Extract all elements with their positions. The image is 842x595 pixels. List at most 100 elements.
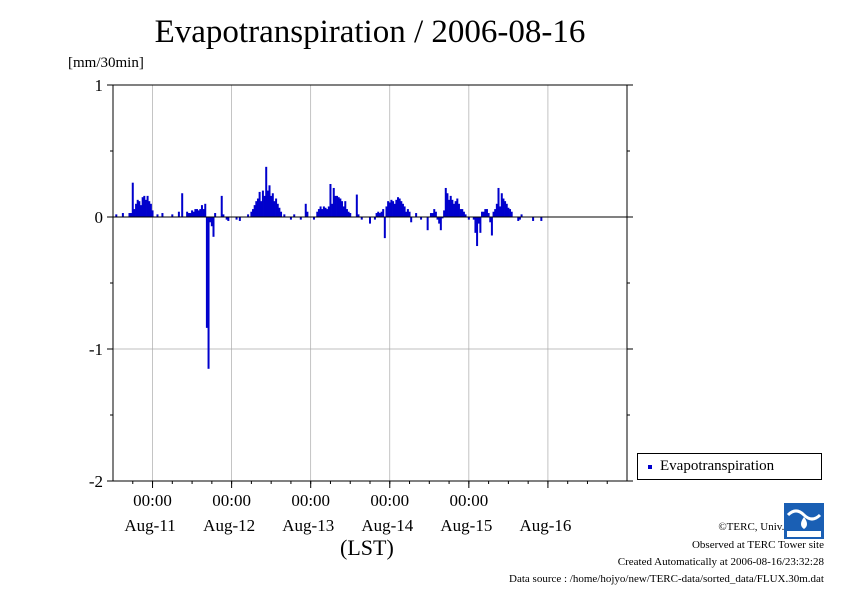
- bar: [270, 195, 273, 217]
- bar: [532, 217, 535, 221]
- bar: [342, 206, 345, 217]
- bar: [408, 211, 411, 217]
- bar-series: [115, 166, 543, 369]
- bar: [383, 217, 386, 239]
- bar: [492, 211, 495, 217]
- bar: [199, 209, 202, 217]
- bar: [339, 198, 342, 217]
- bar: [433, 209, 436, 217]
- bar: [344, 201, 347, 217]
- bar: [490, 217, 493, 236]
- bar: [347, 211, 350, 217]
- bar: [227, 217, 230, 221]
- bar: [415, 213, 418, 217]
- bar: [474, 217, 477, 233]
- bar: [459, 209, 462, 217]
- bar: [517, 217, 520, 221]
- chart-title: Evapotranspiration / 2006-08-16: [154, 14, 586, 50]
- bar: [135, 203, 138, 217]
- x-time-tick-label: 00:00: [212, 491, 251, 510]
- bar: [441, 217, 444, 219]
- y-tick-label: -2: [89, 472, 103, 491]
- bar: [250, 211, 253, 217]
- bar: [494, 209, 497, 217]
- bar: [148, 201, 151, 217]
- bar: [255, 201, 258, 217]
- bar: [196, 209, 199, 217]
- legend: Evapotranspiration: [637, 453, 822, 480]
- bar: [247, 214, 250, 217]
- bar: [462, 211, 465, 217]
- bar: [220, 195, 223, 217]
- bar: [393, 203, 396, 217]
- bar: [293, 214, 296, 217]
- tick-labels: 1 0 -1 -2 00:00 00:00 00:00 00:00 00:00 Aug-11 Aug…: [89, 76, 572, 535]
- bar: [138, 201, 141, 217]
- bar: [275, 198, 278, 217]
- bar: [205, 217, 208, 328]
- x-day-label: Aug-16: [519, 516, 571, 535]
- bar: [499, 206, 502, 217]
- bar: [189, 213, 192, 217]
- bar: [156, 214, 159, 217]
- bar: [115, 214, 118, 217]
- bar: [238, 217, 241, 221]
- x-day-label: Aug-15: [440, 516, 492, 535]
- bar: [420, 217, 423, 220]
- bar: [278, 207, 281, 217]
- bar: [454, 201, 457, 217]
- bar: [518, 217, 521, 220]
- bar: [464, 214, 467, 217]
- x-day-label: Aug-13: [282, 516, 334, 535]
- bar: [273, 201, 276, 217]
- x-day-label: Aug-11: [124, 516, 175, 535]
- bar: [171, 214, 174, 217]
- bar: [380, 211, 383, 217]
- bar: [497, 187, 500, 217]
- legend-label-evapotranspiration: Evapotranspiration: [660, 458, 775, 474]
- bar: [340, 201, 343, 217]
- bar: [448, 199, 451, 217]
- terc-logo: [784, 503, 824, 539]
- bar: [299, 217, 302, 220]
- bar: [477, 217, 480, 224]
- bar: [467, 217, 470, 220]
- bar: [451, 199, 454, 217]
- bar: [252, 209, 255, 217]
- bar: [194, 209, 197, 217]
- bar: [507, 207, 510, 217]
- bar: [345, 209, 348, 217]
- x-time-tick-label: 00:00: [449, 491, 488, 510]
- bar: [369, 217, 371, 224]
- bar: [130, 213, 133, 217]
- bar: [304, 203, 307, 217]
- bar: [373, 217, 376, 220]
- bar: [520, 214, 523, 217]
- bar: [268, 185, 271, 217]
- bar: [500, 193, 503, 217]
- bar: [453, 203, 456, 217]
- bar: [326, 209, 329, 217]
- bar: [449, 195, 452, 217]
- bar: [476, 217, 479, 247]
- bar: [131, 182, 134, 217]
- bar: [434, 211, 437, 217]
- bar: [510, 211, 513, 217]
- bar: [143, 195, 146, 217]
- bar: [436, 217, 439, 220]
- bar: [321, 209, 324, 217]
- bar: [489, 217, 492, 223]
- bar: [324, 207, 327, 217]
- bar: [140, 205, 143, 217]
- bar: [406, 209, 409, 217]
- bar: [457, 203, 460, 217]
- x-axis-label: (LST): [340, 535, 394, 560]
- bar: [509, 209, 512, 217]
- bar: [312, 217, 315, 220]
- bar: [144, 199, 147, 217]
- grid-lines: [113, 84, 627, 482]
- bar: [261, 190, 264, 217]
- site-text: Observed at TERC Tower site: [691, 539, 824, 551]
- y-axis-label: [mm/30min]: [68, 55, 144, 71]
